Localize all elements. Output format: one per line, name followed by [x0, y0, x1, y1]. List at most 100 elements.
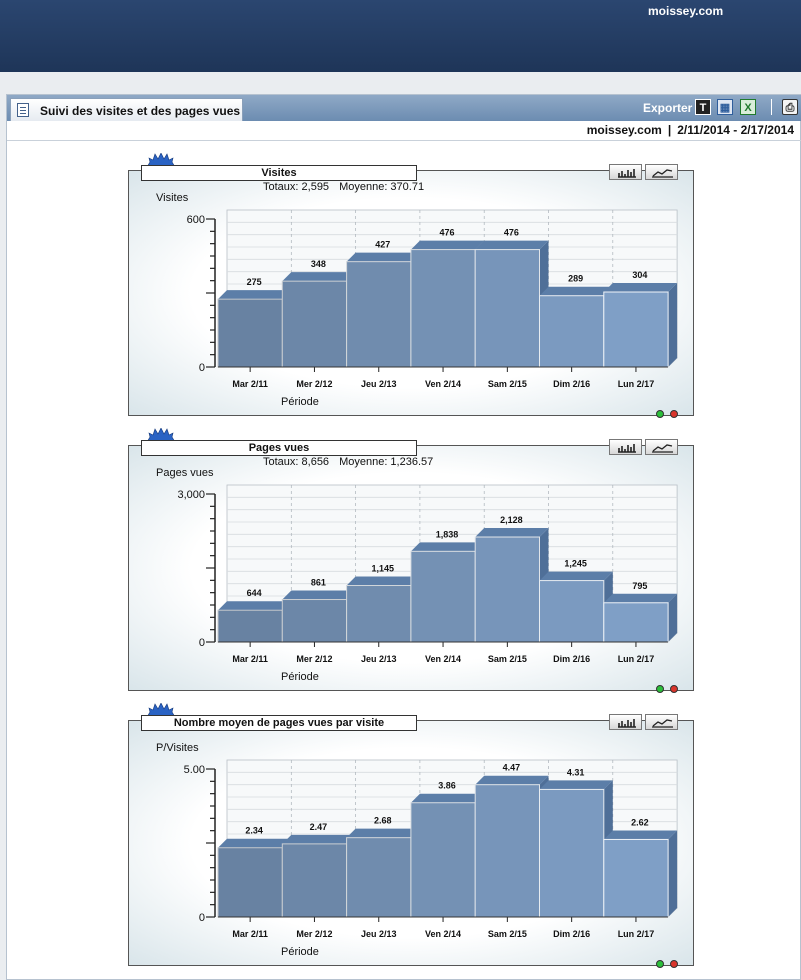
bar-top: [410, 542, 485, 552]
bar-chart-icon[interactable]: [609, 439, 642, 455]
bar-side: [668, 593, 678, 642]
data-label: 2.34: [245, 826, 263, 836]
bar: [603, 283, 678, 368]
bar-top: [410, 793, 485, 803]
bar-chart-icon[interactable]: [609, 164, 642, 180]
bar-top: [475, 240, 549, 250]
bar: [474, 240, 549, 368]
bar-front: [217, 298, 283, 368]
x-tick-label: Sam 2/15: [488, 929, 527, 939]
x-tick-label: Jeu 2/13: [361, 379, 397, 389]
y-tick-label: 3,000: [177, 489, 205, 501]
totals-value: Totaux: 8,656: [263, 456, 330, 468]
excel-export-icon[interactable]: X: [740, 99, 756, 115]
x-tick-label: Ven 2/14: [425, 929, 461, 939]
bar-plot: 0 5.00 2.34 Mar 2/11 2.47 Mer 2/12 2.68 Jeu 2/1…: [184, 759, 678, 939]
data-label: 275: [247, 277, 262, 287]
data-label: 476: [440, 228, 455, 238]
bar: [603, 593, 678, 643]
bar-front: [346, 585, 412, 643]
chart-totals: Totaux: 2,595 Moyenne: 370.71: [263, 181, 424, 193]
data-label: 644: [247, 588, 262, 598]
average-value: Moyenne: 370.71: [339, 181, 425, 193]
data-label: 289: [568, 274, 583, 284]
data-label: 3.86: [438, 781, 456, 791]
site-name[interactable]: moissey.com: [648, 4, 724, 18]
x-tick-label: Ven 2/14: [425, 379, 461, 389]
print-icon[interactable]: ⎙: [782, 99, 798, 115]
bar-top: [282, 834, 356, 844]
data-label: 4.31: [567, 767, 585, 777]
status-red-icon: [670, 410, 678, 418]
status-green-icon: [656, 410, 664, 418]
data-label: 795: [632, 581, 647, 591]
chart-title: Nombre moyen de pages vues par visite: [141, 715, 417, 731]
x-axis-label: Période: [281, 671, 319, 683]
line-chart-icon[interactable]: [645, 439, 678, 455]
starburst-icon: [147, 703, 175, 717]
bar-top: [603, 830, 678, 840]
bar-top: [218, 290, 292, 300]
y-tick-label: 5.00: [184, 764, 205, 776]
bar-top: [539, 571, 613, 581]
y-axis-label: Pages vues: [156, 467, 214, 479]
bar-chart-icon[interactable]: [609, 714, 642, 730]
average-value: Moyenne: 1,236.57: [339, 456, 434, 468]
bar-top: [218, 838, 292, 848]
data-label: 2,128: [500, 515, 523, 525]
bar-top: [218, 601, 292, 611]
x-tick-label: Dim 2/16: [553, 929, 590, 939]
date-range: 2/11/2014 - 2/17/2014: [677, 123, 794, 137]
y-axis-label: P/Visites: [156, 742, 199, 754]
line-chart-icon[interactable]: [645, 714, 678, 730]
bar-front: [410, 249, 476, 368]
chart-page-views: Pages vues Totaux: 8,656 Moyenne: 1,236.5…: [128, 428, 694, 693]
y-tick-label: 0: [199, 362, 205, 374]
bar: [474, 528, 549, 643]
line-chart-icon[interactable]: [645, 164, 678, 180]
panel-title-bar: Suivi des visites et des pages vues Expo…: [7, 95, 801, 121]
bar: [539, 286, 613, 368]
top-banner: moissey.com: [0, 0, 801, 72]
bar-plot: 0 3,000 644 Mar 2/11 861 Mer 2/12 1,145 Jeu 2/1…: [177, 484, 678, 664]
bar-front: [281, 599, 348, 643]
bar-front: [474, 249, 541, 368]
tab-visits-report[interactable]: Suivi des visites et des pages vues: [10, 98, 243, 121]
data-label: 348: [311, 259, 326, 269]
status-red-icon: [670, 960, 678, 968]
bar: [346, 252, 420, 368]
x-tick-label: Mer 2/12: [296, 929, 332, 939]
bar-side: [668, 830, 678, 917]
status-green-icon: [656, 960, 664, 968]
x-tick-label: Lun 2/17: [618, 654, 655, 664]
divider: [7, 140, 801, 141]
data-label: 2.62: [631, 817, 649, 827]
x-tick-label: Sam 2/15: [488, 654, 527, 664]
x-tick-label: Sam 2/15: [488, 379, 527, 389]
bar-front: [539, 788, 605, 918]
bar-front: [603, 602, 669, 643]
bar: [346, 576, 420, 643]
data-label: 1,838: [436, 529, 459, 539]
bar: [281, 272, 356, 368]
bar: [217, 290, 292, 368]
data-label: 476: [504, 228, 519, 238]
bar: [281, 834, 356, 918]
x-tick-label: Dim 2/16: [553, 654, 590, 664]
x-tick-label: Lun 2/17: [618, 929, 655, 939]
scope-site: moissey.com: [586, 123, 662, 137]
bar-plot: 0 600 275 Mar 2/11 348 Mer 2/12 427 Jeu 2/13 476…: [187, 209, 678, 389]
report-scope: moissey.com | 2/11/2014 - 2/17/2014: [587, 123, 794, 137]
document-export-icon[interactable]: ▦: [717, 99, 733, 115]
bar-front: [217, 847, 283, 918]
bar-front: [603, 838, 669, 918]
chart-title: Pages vues: [141, 440, 417, 456]
bar-front: [281, 843, 348, 918]
starburst-icon: [147, 428, 175, 442]
y-tick-label: 0: [199, 637, 205, 649]
text-export-icon[interactable]: T: [695, 99, 711, 115]
bar: [603, 830, 678, 918]
bar-front: [539, 580, 605, 643]
data-label: 861: [311, 578, 326, 588]
bar: [539, 780, 613, 918]
